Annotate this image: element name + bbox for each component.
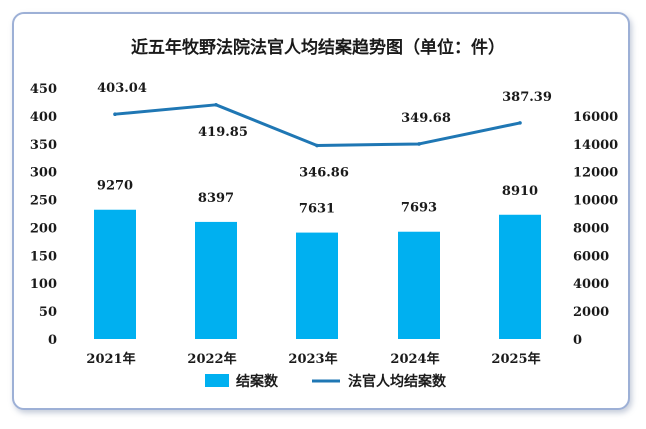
- line-value-label: 349.68: [401, 111, 451, 126]
- line-series: 403.04 419.85 346.86 349.68 387.39: [97, 81, 552, 180]
- line-point: [113, 112, 117, 116]
- legend: 结案数 法官人均结案数: [205, 373, 447, 390]
- line-point: [315, 143, 319, 148]
- left-tick-label: 400: [30, 110, 57, 125]
- chart-title: 近五年牧野法院法官人均结案趋势图（单位：件）: [131, 37, 505, 58]
- left-tick-label: 450: [30, 82, 57, 97]
- left-tick-label: 250: [30, 194, 57, 209]
- x-tick-label: 2021年: [86, 351, 135, 367]
- x-axis: 2021年 2022年 2023年 2024年 2025年: [86, 351, 540, 367]
- right-tick-label: 0: [573, 333, 582, 348]
- bar: [499, 214, 541, 339]
- right-tick-label: 12000: [573, 166, 618, 181]
- legend-label-line: 法官人均结案数: [348, 373, 447, 390]
- line-value-label: 387.39: [502, 90, 552, 105]
- line-value-label: 419.85: [198, 125, 248, 140]
- bar-value-label: 7693: [401, 201, 437, 216]
- x-tick-label: 2022年: [187, 351, 236, 367]
- x-tick-label: 2025年: [491, 351, 540, 367]
- right-tick-label: 10000: [573, 194, 618, 209]
- left-tick-label: 150: [30, 249, 57, 264]
- right-tick-label: 8000: [573, 221, 609, 236]
- bar-value-label: 8910: [502, 184, 538, 199]
- line-point: [214, 103, 218, 107]
- right-tick-label: 2000: [573, 305, 609, 320]
- bar-value-label: 9270: [97, 179, 133, 194]
- right-tick-label: 4000: [573, 277, 609, 292]
- line-path: [114, 103, 521, 148]
- left-y-axis: 0 50 100 150 200 250 300 350 400 450: [30, 82, 57, 348]
- left-tick-label: 200: [30, 221, 57, 236]
- bar-value-label: 8397: [198, 191, 234, 206]
- line-point: [518, 121, 522, 125]
- legend-label-bar: 结案数: [236, 373, 279, 390]
- line-value-label: 403.04: [97, 81, 147, 96]
- bar: [195, 221, 237, 339]
- bar-value-label: 7631: [299, 202, 335, 217]
- line-point: [417, 142, 421, 146]
- right-tick-label: 16000: [573, 110, 618, 125]
- left-tick-label: 300: [30, 166, 57, 181]
- right-tick-label: 6000: [573, 249, 609, 264]
- line-value-label: 346.86: [299, 166, 349, 181]
- right-tick-label: 14000: [573, 138, 618, 153]
- left-tick-label: 100: [30, 277, 57, 292]
- legend-swatch-bar: [205, 374, 229, 387]
- right-y-axis: 0 2000 4000 6000 8000 10000 12000 14000 16000: [573, 110, 618, 348]
- left-tick-label: 50: [39, 305, 57, 320]
- left-tick-label: 350: [30, 138, 57, 153]
- bar: [94, 209, 136, 339]
- left-tick-label: 0: [48, 333, 57, 348]
- x-tick-label: 2024年: [390, 351, 439, 367]
- x-tick-label: 2023年: [288, 351, 337, 367]
- bar-series: 9270 8397 7631 7693 8910: [94, 179, 541, 339]
- bar: [296, 232, 338, 339]
- bar: [398, 231, 440, 339]
